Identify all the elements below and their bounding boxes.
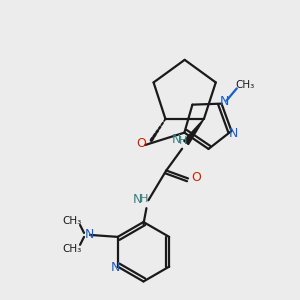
Text: N: N [229, 128, 238, 140]
Text: H: H [140, 194, 148, 204]
Text: CH₃: CH₃ [62, 216, 82, 226]
Text: CH₃: CH₃ [235, 80, 254, 90]
Text: N: N [172, 133, 181, 146]
Text: CH₃: CH₃ [62, 244, 82, 254]
Text: N: N [111, 261, 120, 274]
Text: O: O [136, 137, 146, 151]
Text: H: H [179, 136, 187, 146]
Text: N: N [84, 228, 94, 242]
Text: N: N [220, 95, 229, 108]
Text: O: O [191, 171, 201, 184]
Polygon shape [184, 119, 204, 145]
Text: N: N [133, 193, 142, 206]
